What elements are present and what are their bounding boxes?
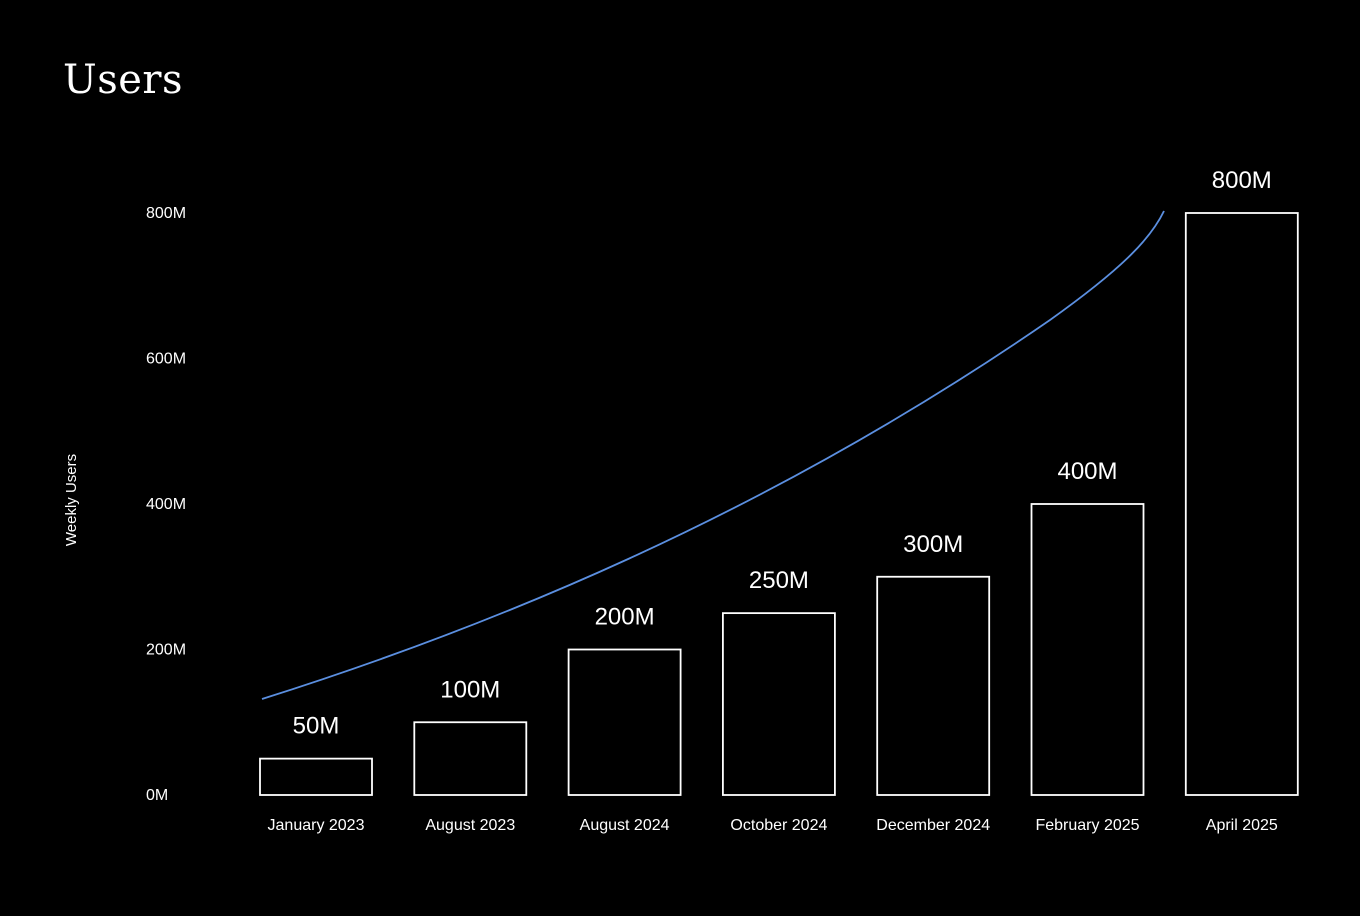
y-tick-label: 800M bbox=[146, 205, 186, 222]
x-tick-label: August 2023 bbox=[425, 817, 515, 834]
x-tick-label: August 2024 bbox=[580, 817, 670, 834]
x-tick-label: January 2023 bbox=[268, 817, 365, 834]
trend-line bbox=[261, 210, 1165, 700]
y-tick-label: 200M bbox=[146, 642, 186, 659]
y-tick-label: 0M bbox=[146, 787, 168, 804]
bar bbox=[1184, 212, 1299, 796]
bar-value-label: 100M bbox=[440, 676, 500, 703]
x-axis-ticks: January 2023 August 2023 August 2024 Octobe… bbox=[268, 817, 1278, 834]
bar-value-label: 400M bbox=[1057, 458, 1117, 485]
y-axis-title: Weekly Users bbox=[63, 454, 80, 546]
bars-group bbox=[259, 212, 1299, 796]
bar bbox=[1030, 503, 1145, 796]
bar-value-label: 300M bbox=[903, 531, 963, 558]
bar-value-label: 200M bbox=[595, 604, 655, 631]
page-title: Users bbox=[63, 57, 184, 103]
value-labels-group: 50M 100M 200M 250M 300M 400M 800M bbox=[293, 167, 1272, 740]
bar-value-label: 800M bbox=[1212, 167, 1272, 194]
bar-value-label: 50M bbox=[293, 713, 340, 740]
x-tick-label: December 2024 bbox=[876, 817, 990, 834]
x-tick-label: October 2024 bbox=[730, 817, 827, 834]
bar bbox=[876, 575, 991, 796]
x-tick-label: February 2025 bbox=[1035, 817, 1139, 834]
y-axis-ticks: 0M 200M 400M 600M 800M bbox=[146, 205, 186, 804]
bar bbox=[413, 721, 528, 796]
y-tick-label: 600M bbox=[146, 351, 186, 368]
y-axis-title-group: Weekly Users bbox=[63, 454, 80, 546]
bar bbox=[259, 757, 373, 796]
y-tick-label: 400M bbox=[146, 496, 186, 513]
x-tick-label: April 2025 bbox=[1206, 817, 1278, 834]
bar-value-label: 250M bbox=[749, 567, 809, 594]
bar bbox=[722, 612, 836, 796]
bar bbox=[567, 648, 682, 796]
